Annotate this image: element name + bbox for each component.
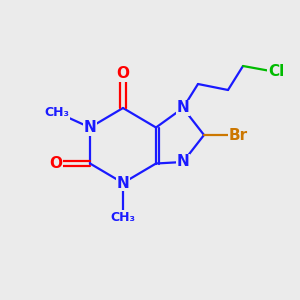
Text: N: N: [177, 100, 189, 116]
Text: N: N: [117, 176, 129, 190]
Text: Br: Br: [229, 128, 248, 142]
Text: N: N: [177, 154, 189, 169]
Text: O: O: [116, 66, 130, 81]
Text: Cl: Cl: [268, 64, 284, 80]
Text: N: N: [84, 120, 96, 135]
Text: O: O: [49, 156, 62, 171]
Text: CH₃: CH₃: [44, 106, 70, 119]
Text: CH₃: CH₃: [110, 211, 136, 224]
